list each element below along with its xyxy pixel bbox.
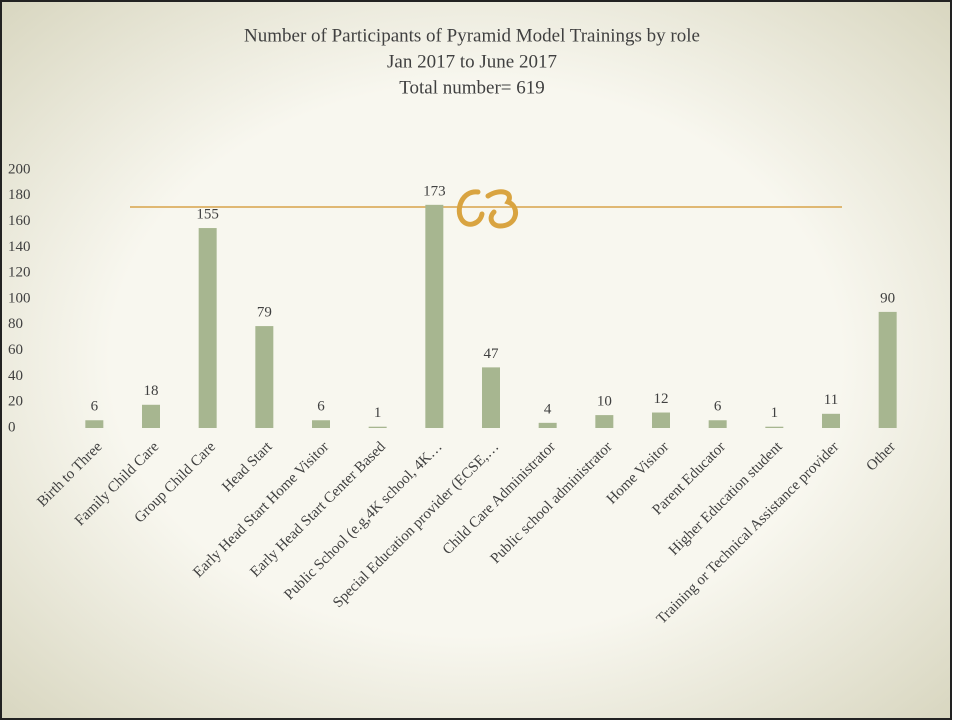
y-tick-label: 180: [8, 187, 31, 203]
data-label: 47: [484, 346, 500, 362]
bar: [765, 426, 784, 428]
chart-subtitle: Jan 2017 to June 2017: [387, 51, 557, 72]
bar: [595, 415, 614, 428]
bar: [85, 420, 104, 428]
data-label: 6: [91, 399, 99, 415]
y-tick-label: 60: [8, 342, 23, 358]
data-label: 90: [880, 290, 895, 306]
data-label: 18: [144, 383, 159, 399]
bar: [482, 367, 500, 428]
bar: [198, 228, 217, 428]
y-tick-label: 20: [8, 394, 23, 410]
bar: [708, 420, 727, 428]
y-tick-label: 80: [8, 316, 23, 332]
y-tick-label: 140: [8, 239, 31, 255]
data-label: 4: [544, 401, 552, 417]
data-label: 173: [423, 183, 446, 199]
bar: [425, 204, 444, 428]
ornament: [456, 189, 518, 229]
data-label: 1: [771, 405, 779, 421]
data-label: 6: [317, 399, 325, 415]
data-label: 10: [597, 394, 612, 410]
bar: [538, 422, 557, 428]
y-tick-label: 120: [8, 265, 31, 281]
bar: [255, 326, 274, 428]
y-tick-label: 40: [8, 368, 23, 384]
bar: [878, 311, 897, 428]
y-tick-label: 160: [8, 213, 31, 229]
y-tick-label: 100: [8, 290, 31, 306]
chart-title: Number of Participants of Pyramid Model …: [244, 25, 700, 46]
data-label: 12: [654, 391, 669, 407]
data-label: 11: [824, 392, 838, 408]
data-label: 79: [257, 305, 272, 321]
bar: [368, 426, 387, 428]
data-label: 155: [196, 206, 219, 222]
data-label: 1: [374, 405, 382, 421]
bar: [142, 404, 160, 428]
bar: [312, 420, 330, 428]
bar: [652, 412, 670, 428]
data-label: 6: [714, 399, 722, 415]
bar: [822, 413, 840, 428]
chart-annotation: Total number= 619: [399, 77, 545, 98]
y-tick-label: 0: [8, 419, 16, 435]
y-tick-label: 200: [8, 161, 31, 177]
